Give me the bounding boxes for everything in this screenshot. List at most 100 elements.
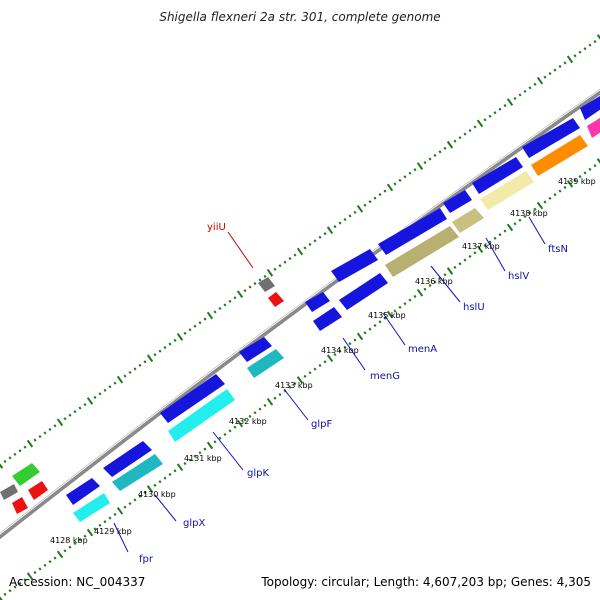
major-tick: [206, 311, 214, 320]
major-tick: [506, 98, 514, 106]
minor-tick: [13, 452, 17, 456]
gene-mena[interactable]: [339, 273, 388, 310]
minor-tick: [98, 523, 102, 527]
minor-tick: [373, 196, 377, 200]
major-tick: [56, 550, 64, 559]
minor-tick: [73, 541, 77, 546]
minor-tick: [278, 264, 282, 268]
minor-tick: [318, 235, 322, 239]
gene-glpk[interactable]: [160, 374, 225, 423]
gene-hslu[interactable]: [385, 226, 459, 277]
minor-tick: [108, 385, 112, 389]
minor-tick: [413, 168, 417, 172]
minor-tick: [278, 392, 282, 397]
gene-fpr[interactable]: [66, 478, 100, 505]
major-tick: [236, 419, 244, 428]
minor-tick: [488, 114, 492, 118]
minor-tick: [263, 274, 267, 278]
gene-leader-line: [227, 231, 254, 269]
gene-ftsn[interactable]: [472, 157, 523, 194]
major-tick: [296, 247, 304, 256]
gene-feature[interactable]: [12, 497, 28, 514]
minor-tick: [163, 476, 167, 480]
gene-feature[interactable]: [580, 96, 600, 120]
minor-tick: [93, 527, 97, 531]
minor-tick: [483, 244, 487, 248]
gene-label-meng[interactable]: menG: [370, 371, 400, 382]
genome-backbone: [0, 88, 600, 540]
gene-feature[interactable]: [12, 463, 40, 486]
gene-mena[interactable]: [331, 249, 378, 282]
gene-label-mena[interactable]: menA: [408, 344, 437, 355]
gene-label-yiiu[interactable]: yiiU: [207, 222, 226, 233]
gene-feature[interactable]: [587, 118, 600, 138]
gene-yiiu[interactable]: [268, 292, 284, 307]
major-tick: [56, 418, 64, 427]
kbp-label: 4130 kbp: [138, 490, 176, 499]
major-tick: [356, 204, 364, 213]
minor-tick: [248, 414, 252, 418]
minor-tick: [113, 512, 117, 516]
gene-meng[interactable]: [313, 307, 342, 331]
gene-feature[interactable]: [522, 118, 580, 158]
minor-tick: [133, 367, 137, 371]
minor-tick: [588, 43, 592, 47]
minor-tick: [253, 411, 257, 415]
minor-tick: [578, 50, 582, 54]
gene-label-glpx[interactable]: glpX: [183, 518, 205, 529]
gene-glpf[interactable]: [247, 349, 284, 378]
gene-label-glpf[interactable]: glpF: [311, 419, 332, 430]
minor-tick: [593, 40, 597, 44]
minor-tick: [398, 178, 402, 182]
gene-ftsn[interactable]: [480, 171, 534, 210]
gene-label-group: yiiU fpr glpX glpK glpF menG menA hslU hslV ftsN: [113, 216, 568, 565]
minor-tick: [158, 349, 162, 353]
gene-glpx[interactable]: [112, 454, 163, 491]
gene-leader-line: [342, 337, 366, 371]
gene-fpr[interactable]: [73, 493, 110, 522]
gene-glpk[interactable]: [168, 389, 235, 442]
minor-tick: [323, 232, 327, 236]
minor-tick: [313, 367, 317, 371]
minor-tick: [223, 432, 227, 437]
gene-leader-line: [113, 522, 129, 553]
minor-tick: [553, 68, 557, 72]
gene-leader-line: [430, 265, 461, 303]
minor-tick: [378, 193, 382, 197]
gene-meng[interactable]: [305, 292, 330, 312]
gene-hslu[interactable]: [378, 208, 447, 255]
minor-tick: [168, 342, 172, 346]
minor-tick: [133, 498, 137, 502]
gene-glpx[interactable]: [103, 441, 152, 477]
minor-tick: [258, 407, 262, 411]
minor-tick: [73, 410, 77, 414]
gene-hslv[interactable]: [452, 208, 484, 233]
gene-label-hslv[interactable]: hslV: [508, 271, 529, 282]
minor-tick: [523, 89, 527, 93]
gene-feature[interactable]: [531, 135, 588, 176]
gene-feature[interactable]: [0, 484, 18, 500]
gene-label-glpk[interactable]: glpK: [247, 468, 269, 479]
gene-feature[interactable]: [28, 481, 48, 500]
gene-glpf[interactable]: [239, 337, 272, 362]
minor-tick: [113, 381, 117, 385]
gene-hslv[interactable]: [443, 190, 472, 213]
gene-leader-line: [485, 237, 506, 272]
minor-tick: [533, 207, 537, 211]
minor-tick: [23, 445, 27, 449]
minor-tick: [13, 585, 17, 589]
minor-tick: [153, 483, 157, 487]
minor-tick: [468, 254, 472, 259]
minor-tick: [193, 454, 197, 458]
minor-tick: [368, 327, 372, 331]
minor-tick: [378, 320, 382, 324]
minor-tick: [383, 316, 387, 320]
gene-yiiu[interactable]: [258, 277, 275, 292]
minor-tick: [473, 125, 477, 129]
kbp-label-group: 4128 kbp 4129 kbp 4130 kbp 4131 kbp 4132 kbp…: [50, 177, 596, 545]
gene-label-hslu[interactable]: hslU: [463, 302, 485, 313]
gene-label-ftsn[interactable]: ftsN: [548, 244, 568, 255]
gene-label-fpr[interactable]: fpr: [139, 554, 154, 565]
minor-tick: [428, 157, 432, 161]
